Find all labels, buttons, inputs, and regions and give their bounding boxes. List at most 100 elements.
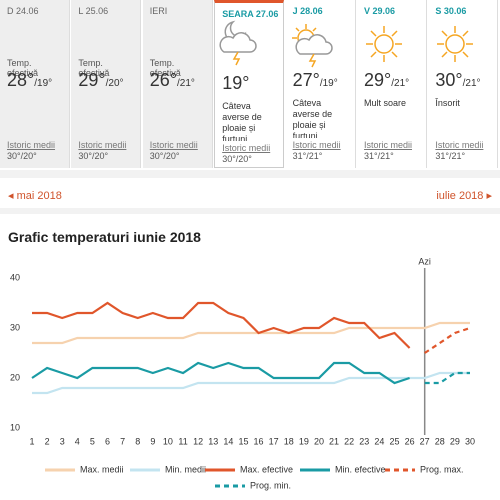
history-label: Istoric medii (7, 140, 56, 150)
day-card[interactable]: L 25.06 Temp. efectivă 29°/20° Istoric medi… (71, 0, 142, 168)
temp-max: 27° (292, 70, 320, 90)
legend-label: Max. medii (80, 464, 124, 474)
x-tick-label: 21 (329, 436, 339, 446)
x-tick-label: 8 (135, 436, 140, 446)
temp-max: 28° (7, 70, 35, 90)
temp: 29°/20° (78, 70, 136, 91)
prev-month-label[interactable]: mai 2018 (16, 190, 62, 202)
y-tick-label: 10 (10, 422, 20, 432)
history-label: Istoric medii (364, 140, 413, 150)
description: Însorit (435, 98, 460, 108)
temp-min: /19° (34, 78, 53, 89)
legend-label: Max. efective (240, 464, 293, 474)
temp: 26°/21° (150, 70, 208, 91)
y-tick-label: 30 (10, 322, 20, 332)
temp: 28°/19° (7, 70, 65, 91)
x-tick-label: 11 (178, 436, 187, 446)
day-label: L 25.06 (78, 6, 109, 16)
legend-label: Prog. max. (420, 464, 464, 474)
temp: 30°/21° (435, 70, 493, 91)
history-label: Istoric medii (435, 140, 484, 150)
temp: 29°/21° (364, 70, 422, 91)
caption: Temp. efectivă (149, 58, 181, 78)
caption: Temp. efectivă (7, 58, 39, 78)
series-line (32, 371, 470, 395)
next-month[interactable]: iulie 2018 ▸ (436, 190, 492, 202)
history-label: Istoric medii (78, 140, 127, 150)
x-tick-label: 10 (163, 436, 173, 446)
history-value: 31°/21° (435, 151, 466, 161)
x-tick-label: 1 (29, 436, 34, 446)
temp-max: 19° (222, 73, 250, 93)
x-tick-label: 4 (75, 436, 80, 446)
day-label: D 24.06 (7, 6, 39, 16)
day-label: S 30.06 (435, 6, 467, 16)
x-tick-label: 3 (60, 436, 65, 446)
x-tick-label: 9 (150, 436, 155, 446)
day-label: IERI (149, 6, 168, 16)
temp-max: 29° (364, 70, 392, 90)
temp-max: 26° (149, 70, 178, 90)
history-value: 31°/21° (364, 151, 394, 161)
temp: 27°/19° (293, 70, 351, 91)
x-tick-label: 20 (314, 436, 324, 446)
x-tick-label: 7 (120, 436, 125, 446)
x-tick-label: 5 (90, 436, 95, 446)
temp: 19° (222, 73, 279, 94)
divider (0, 170, 500, 178)
chart-title: Grafic temperaturi iunie 2018 (8, 229, 201, 245)
x-tick-label: 19 (299, 436, 309, 446)
prev-month[interactable]: ◂ mai 2018 (8, 190, 62, 202)
history-label: Istoric medii (222, 143, 271, 153)
legend-label: Min. efective (335, 464, 386, 474)
caption: Temp. efectivă (78, 58, 110, 78)
weather-icons (219, 20, 473, 68)
x-tick-label: 27 (420, 436, 430, 446)
series-line (32, 301, 411, 349)
today-label: Azi (418, 256, 431, 266)
temp-min: /20° (105, 78, 124, 89)
temp-min: /19° (319, 78, 338, 89)
series-line (31, 361, 410, 385)
temp-max: 30° (435, 70, 463, 90)
x-tick-label: 18 (284, 436, 294, 446)
next-month-label[interactable]: iulie 2018 (436, 190, 484, 202)
day-card[interactable]: IERI Temp. efectivă 26°/21° Istoric medii 30… (142, 0, 213, 168)
x-tick-label: 29 (450, 436, 460, 446)
history-value: 30°/20° (7, 151, 37, 161)
x-tick-label: 28 (435, 436, 445, 446)
x-tick-label: 12 (193, 436, 203, 446)
temp-min: /21° (177, 78, 195, 89)
day-card[interactable]: J 28.06 27°/19° Câteva averse de ploaie și… (286, 0, 356, 168)
history-label: Istoric medii (292, 140, 341, 150)
y-tick-label: 40 (10, 272, 20, 282)
divider (0, 208, 500, 214)
series-line (32, 321, 470, 345)
history-value: 31°/21° (292, 151, 323, 161)
description: Câteva averse de ploaie și furtuni (222, 101, 262, 141)
day-card[interactable]: S 30.06 30°/21° Însorit Istoric medii 31°/21… (428, 0, 499, 168)
description: Mult soare (364, 98, 407, 108)
x-tick-label: 13 (208, 436, 218, 446)
x-tick-label: 22 (344, 436, 354, 446)
y-tick-label: 20 (10, 372, 20, 382)
series-line (424, 371, 470, 385)
history-value: 30°/20° (149, 151, 180, 161)
x-tick-label: 30 (465, 436, 475, 446)
day-card[interactable]: D 24.06 Temp. efectivă 28°/19° Istoric medi… (0, 0, 70, 168)
series-line (424, 326, 471, 354)
description: Câteva averse de ploaie și furtuni puter… (292, 98, 333, 138)
day-card[interactable]: V 29.06 29°/21° Mult soare Istoric medii 31°… (357, 0, 427, 168)
temp-min: /21° (462, 78, 481, 89)
legend-label: Prog. min. (250, 480, 291, 490)
x-tick-label: 23 (359, 436, 369, 446)
history-label: Istoric medii (149, 140, 198, 150)
x-tick-label: 6 (105, 436, 110, 446)
x-tick-label: 24 (374, 436, 384, 446)
temp-min: /21° (391, 78, 410, 89)
x-tick-label: 15 (238, 436, 248, 446)
x-tick-label: 2 (45, 436, 50, 446)
day-label: SEARA 27.06 (222, 9, 279, 19)
